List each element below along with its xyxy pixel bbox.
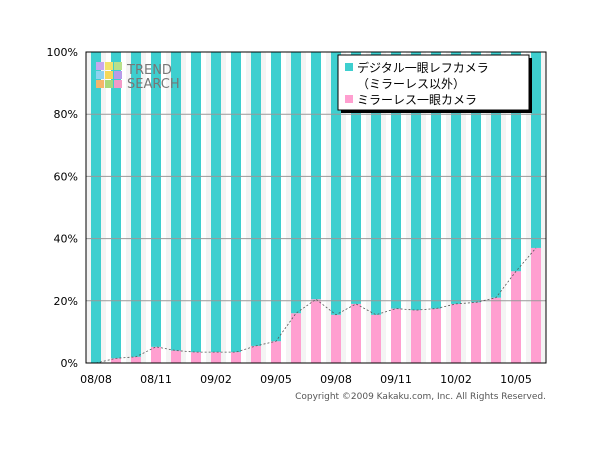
bar-mirrorless — [251, 345, 261, 363]
logo-square-purple — [96, 62, 104, 70]
bar-dslr — [431, 52, 441, 309]
bar-mirrorless — [191, 352, 201, 363]
bar-mirrorless — [491, 297, 501, 363]
plot-frame — [85, 51, 547, 364]
x-tick-label: 09/11 — [380, 373, 412, 386]
bar-mirrorless — [331, 314, 341, 363]
bar-dslr — [151, 52, 161, 347]
x-tick-label: 08/11 — [140, 373, 172, 386]
x-tick-label: 08/08 — [80, 373, 112, 386]
legend-label-dslr-note: （ミラーレス以外） — [357, 77, 465, 91]
bar-dslr — [91, 52, 101, 363]
copyright-text: Copyright ©2009 Kakaku.com, Inc. All Rig… — [295, 392, 546, 402]
bar-dslr — [231, 52, 241, 353]
x-tick-label: 09/05 — [260, 373, 292, 386]
legend: デジタル一眼レフカメラ （ミラーレス以外） ミラーレス一眼カメラ — [337, 54, 532, 113]
x-tick-label: 10/05 — [500, 373, 532, 386]
bar-dslr — [411, 52, 421, 311]
logo-line1: TREND — [126, 63, 172, 78]
bar-dslr — [511, 52, 521, 272]
x-axis-ticks: 08/08 08/11 09/02 09/05 09/08 09/11 10/02 10/05 — [80, 373, 532, 386]
bars-group — [86, 52, 546, 363]
y-tick-label: 60% — [54, 170, 78, 183]
bar-dslr — [531, 52, 541, 248]
bar-mirrorless — [471, 302, 481, 363]
y-tick-label: 20% — [54, 295, 78, 308]
bar-mirrorless — [371, 314, 381, 363]
bar-mirrorless — [231, 352, 241, 363]
bar-mirrorless — [411, 310, 421, 363]
bar-dslr — [171, 52, 181, 351]
bar-mirrorless — [151, 346, 161, 363]
y-axis-ticks: 0% 20% 40% 60% 80% 100% — [47, 46, 78, 370]
logo-square-yellow — [105, 62, 113, 70]
bar-mirrorless — [351, 303, 361, 363]
legend-swatch-mirrorless — [345, 95, 353, 103]
bar-dslr — [351, 52, 361, 304]
y-tick-label: 0% — [61, 357, 78, 370]
bar-dslr — [311, 52, 321, 300]
trend-line-group — [95, 247, 537, 364]
x-tick-label: 09/08 — [320, 373, 352, 386]
bar-mirrorless — [171, 350, 181, 363]
trend-line — [95, 247, 537, 364]
bar-mirrorless — [531, 247, 541, 363]
bar-mirrorless — [131, 356, 141, 363]
bar-dslr — [471, 52, 481, 303]
bar-dslr — [331, 52, 341, 315]
bar-dslr — [371, 52, 381, 315]
x-tick-label: 09/02 — [200, 373, 232, 386]
bar-dslr — [271, 52, 281, 342]
bar-dslr — [491, 52, 501, 298]
logo-square-green — [114, 62, 122, 70]
bar-mirrorless — [271, 341, 281, 363]
bar-dslr — [191, 52, 201, 353]
bar-mirrorless — [211, 352, 221, 363]
logo-line2: SEARCH — [127, 77, 180, 92]
logo-square-yellow-2 — [105, 71, 113, 79]
legend-box — [337, 54, 530, 111]
bar-mirrorless — [431, 308, 441, 363]
bar-dslr — [111, 52, 121, 359]
logo-square-purple-2 — [114, 71, 122, 79]
legend-label-mirrorless: ミラーレス一眼カメラ — [357, 93, 477, 107]
logo-square-pink — [114, 80, 122, 88]
bar-dslr — [131, 52, 141, 357]
logo-square-orange — [96, 80, 104, 88]
bar-dslr — [391, 52, 401, 309]
bar-mirrorless — [311, 299, 321, 363]
logo-square-blue — [96, 71, 104, 79]
bar-dslr — [251, 52, 261, 346]
bar-mirrorless — [391, 308, 401, 363]
bar-mirrorless — [511, 271, 521, 363]
y-tick-label: 80% — [54, 108, 78, 121]
legend-label-dslr: デジタル一眼レフカメラ — [357, 60, 489, 75]
logo-square-green-2 — [105, 80, 113, 88]
bar-dslr — [291, 52, 301, 314]
bar-dslr — [451, 52, 461, 304]
bar-mirrorless — [291, 313, 301, 363]
y-tick-label: 100% — [47, 46, 78, 59]
bar-mirrorless — [451, 303, 461, 363]
trend-search-logo: TREND SEARCH — [96, 62, 180, 92]
bar-dslr — [211, 52, 221, 353]
x-tick-label: 10/02 — [440, 373, 472, 386]
legend-swatch-dslr — [345, 63, 353, 71]
bar-mirrorless — [111, 358, 121, 363]
y-tick-label: 40% — [54, 233, 78, 246]
